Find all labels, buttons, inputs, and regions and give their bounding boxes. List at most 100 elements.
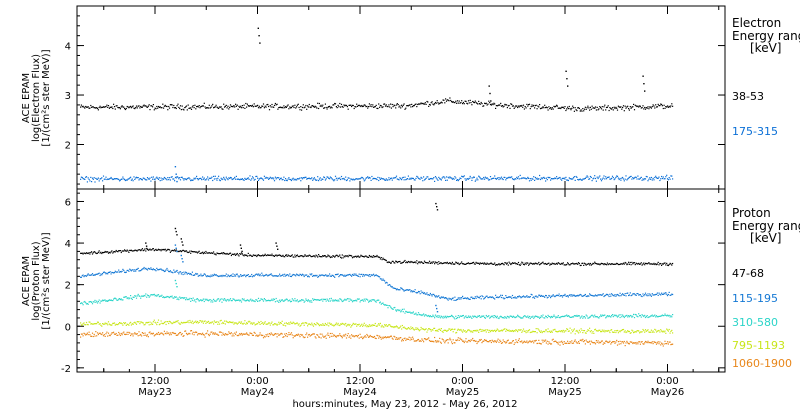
data-point	[634, 264, 636, 266]
data-point	[349, 273, 351, 275]
data-point	[257, 177, 259, 179]
data-point	[253, 103, 255, 105]
data-point	[403, 103, 405, 105]
data-point	[91, 181, 93, 183]
data-point	[301, 109, 303, 111]
data-point	[375, 104, 377, 106]
data-point	[663, 262, 665, 264]
data-point	[83, 178, 85, 180]
data-point	[332, 255, 334, 257]
data-point	[324, 335, 326, 337]
data-point	[255, 335, 257, 337]
data-point	[597, 109, 599, 111]
data-point	[141, 335, 143, 337]
data-point	[601, 340, 603, 342]
data-point	[593, 332, 595, 334]
data-point	[446, 339, 448, 341]
data-point	[638, 178, 640, 180]
data-point	[171, 176, 173, 178]
data-point	[214, 332, 216, 334]
data-point	[91, 301, 93, 303]
data-point	[207, 179, 210, 181]
data-point	[196, 298, 198, 300]
data-point	[211, 275, 213, 277]
data-point	[166, 295, 168, 298]
data-point	[635, 176, 637, 178]
data-point	[96, 302, 99, 304]
data-point	[444, 297, 446, 299]
data-point	[422, 328, 424, 330]
data-point	[616, 315, 618, 317]
data-point	[201, 300, 203, 302]
spike-point	[435, 202, 437, 205]
data-point	[523, 315, 525, 317]
data-point	[326, 275, 328, 277]
data-point	[231, 275, 233, 277]
data-point	[622, 315, 625, 317]
data-point	[480, 298, 482, 300]
data-point	[334, 102, 336, 105]
data-point	[454, 318, 456, 320]
data-point	[224, 298, 226, 300]
data-point	[626, 179, 628, 181]
data-point	[119, 334, 121, 337]
data-point	[333, 255, 335, 257]
data-point	[517, 341, 519, 344]
data-point	[80, 252, 82, 254]
data-point	[318, 102, 320, 105]
data-point	[419, 314, 421, 316]
data-point	[640, 331, 642, 333]
data-point	[328, 300, 330, 302]
data-point	[440, 296, 442, 298]
data-point	[347, 274, 349, 276]
data-point	[80, 176, 82, 178]
data-point	[499, 264, 501, 266]
data-point	[199, 252, 201, 254]
data-point	[364, 179, 366, 181]
data-point	[146, 335, 148, 337]
data-point	[665, 176, 667, 178]
data-point	[241, 178, 243, 180]
data-point	[435, 341, 437, 343]
data-point	[161, 179, 163, 181]
data-point	[516, 105, 518, 107]
data-point	[343, 177, 345, 179]
data-point	[609, 315, 611, 318]
data-point	[510, 103, 512, 105]
data-point	[240, 107, 243, 109]
data-point	[205, 107, 207, 109]
data-point	[525, 332, 527, 334]
data-point	[133, 296, 135, 298]
data-point	[267, 323, 269, 325]
data-point	[568, 264, 570, 266]
data-point	[401, 340, 403, 342]
data-point	[202, 299, 204, 301]
y-tick-label: 0	[65, 322, 71, 333]
data-point	[462, 263, 464, 265]
data-point	[415, 103, 417, 105]
data-point	[449, 315, 451, 318]
data-point	[168, 105, 170, 108]
data-point	[389, 305, 391, 307]
data-point	[655, 293, 658, 295]
data-point	[208, 335, 210, 337]
data-point	[422, 180, 424, 182]
data-point	[496, 296, 498, 298]
data-point	[561, 340, 563, 342]
data-point	[151, 105, 153, 107]
data-point	[599, 294, 601, 296]
data-point	[362, 273, 365, 276]
data-point	[394, 262, 396, 264]
data-point	[257, 254, 260, 256]
data-point	[345, 325, 348, 327]
data-point	[111, 271, 113, 273]
data-point	[580, 328, 582, 330]
data-point	[575, 263, 577, 265]
data-point	[150, 294, 152, 296]
data-point	[215, 274, 217, 276]
data-point	[294, 104, 296, 106]
data-point	[301, 255, 304, 257]
data-point	[246, 333, 248, 335]
data-point	[98, 272, 100, 274]
data-point	[622, 329, 624, 331]
